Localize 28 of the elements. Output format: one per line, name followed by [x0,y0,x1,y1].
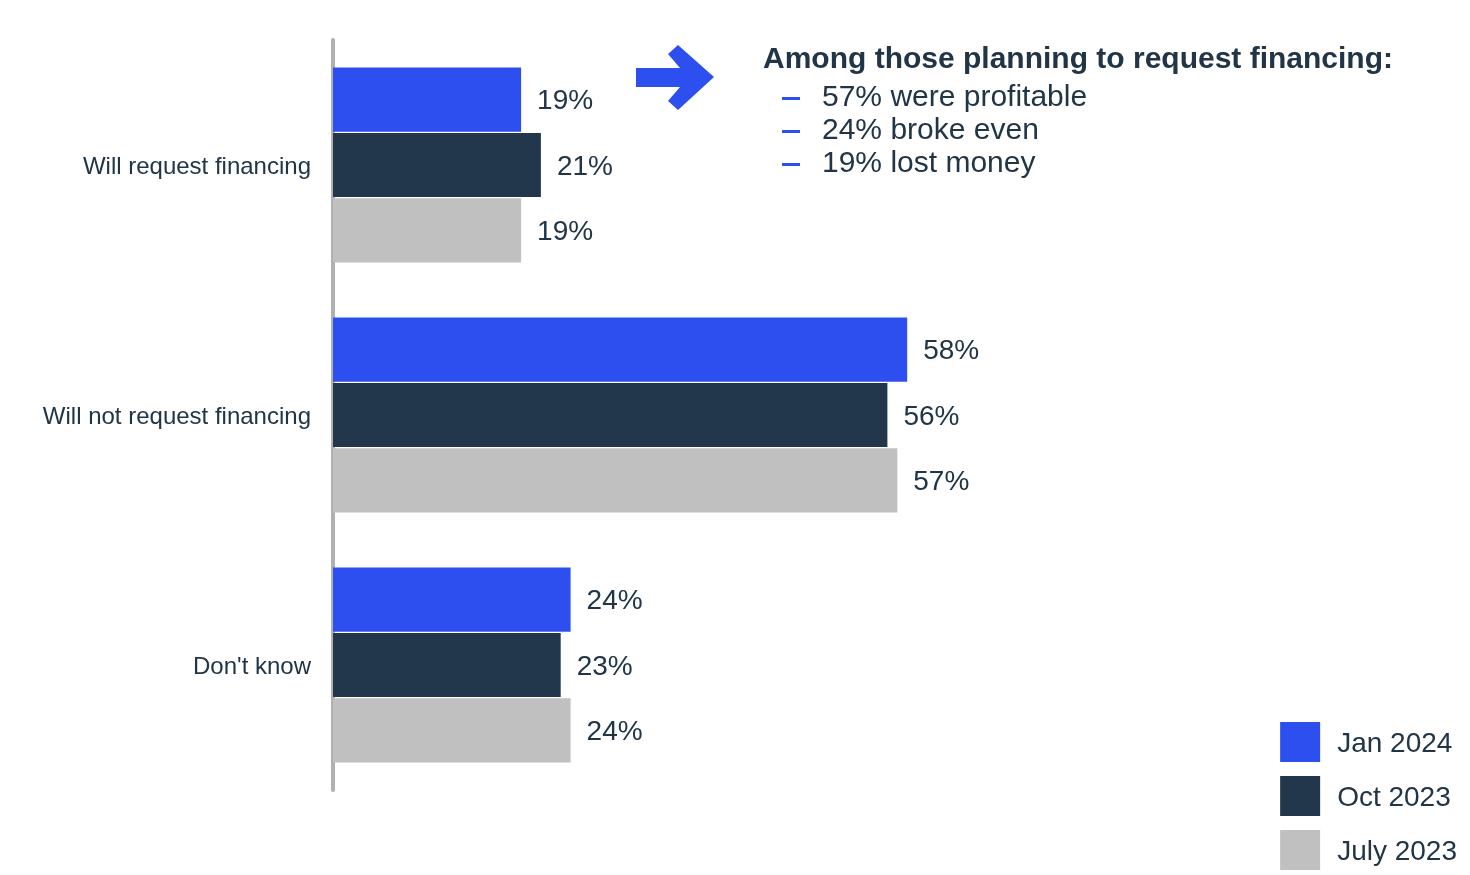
legend-label: July 2023 [1337,834,1458,866]
data-label: 24% [586,714,643,746]
annotation: 57% were profitable [822,78,1088,112]
annotation: 19% lost money [822,144,1036,178]
legend-label: Oct 2023 [1337,780,1451,812]
data-label: 24% [586,584,643,616]
data-label: 57% [913,464,970,496]
bar [333,317,908,382]
y-tick-label: Will request financing [82,151,311,179]
bar [333,632,561,698]
bar [333,382,888,448]
data-label: 56% [903,399,960,431]
y-tick-label: Don't know [193,651,312,679]
bar [333,567,571,632]
bar [333,132,541,198]
data-label: 19% [537,84,594,116]
annotation: 24% broke even [822,111,1039,145]
y-tick-label: Will not request financing [42,401,311,429]
bar [333,698,571,763]
data-label: 23% [576,649,633,681]
legend-label: Jan 2024 [1337,726,1453,758]
bar [333,67,522,132]
data-label: 58% [923,334,980,366]
annotation: Among those planning to request financing: [763,40,1393,74]
bar [333,198,522,263]
data-label: 19% [537,214,594,246]
bar [333,448,898,513]
data-label: 21% [556,149,613,181]
